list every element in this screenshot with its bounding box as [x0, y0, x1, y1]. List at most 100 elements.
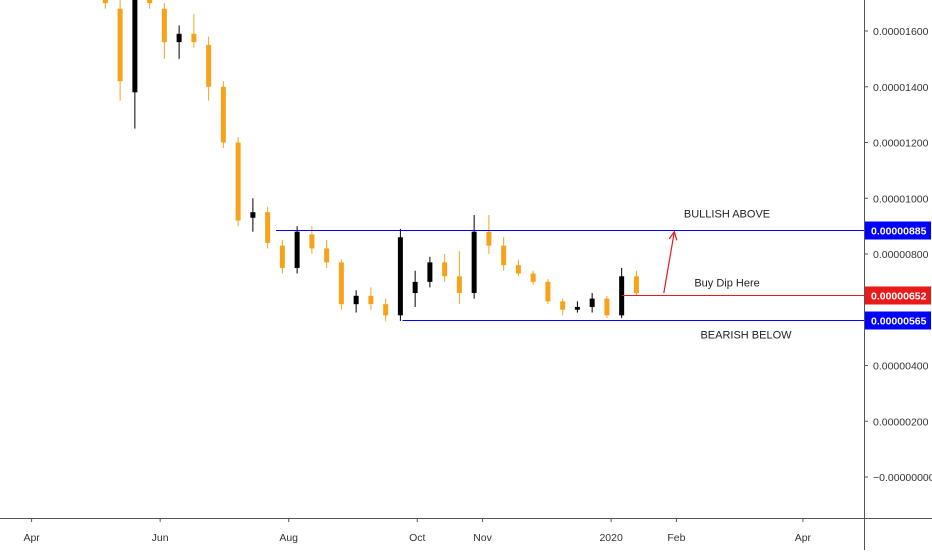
x-tick-label: Aug — [279, 532, 298, 544]
badge-value: 0.00000565 — [871, 316, 927, 328]
x-tick-label: Nov — [473, 532, 492, 544]
badge-background — [865, 221, 931, 240]
y-tick-label: 0.00000400 — [873, 361, 929, 373]
x-tick-label: Feb — [667, 532, 685, 544]
candle — [604, 295, 610, 319]
bearish-below-price-badge: 0.00000565 — [865, 311, 931, 330]
annotation-labels: BULLISH ABOVE BEARISH BELOW Buy Dip Here — [684, 209, 792, 342]
candle — [176, 25, 182, 59]
breakout-arrow-head — [668, 230, 678, 241]
candle — [206, 36, 212, 101]
candle-body — [309, 234, 315, 249]
candle — [589, 293, 595, 313]
y-tick-label: 0.00001400 — [873, 82, 929, 94]
candle — [220, 81, 226, 149]
candle-body — [515, 265, 521, 274]
candle — [265, 206, 271, 249]
candle — [250, 198, 256, 232]
bullish-above-label: BULLISH ABOVE — [684, 209, 770, 221]
y-tick-label: 0.00000200 — [873, 416, 929, 428]
y-tick-label: 0.00001600 — [873, 26, 929, 38]
candle-body — [250, 212, 256, 218]
breakout-arrow-shaft — [663, 231, 675, 294]
candle — [633, 270, 639, 296]
candle-body — [589, 298, 595, 307]
candle-body — [353, 295, 359, 305]
candle-body — [368, 295, 374, 305]
candle — [619, 267, 625, 319]
candle — [486, 214, 492, 254]
candle — [545, 279, 551, 305]
candle-body — [294, 231, 300, 268]
y-tick-label: −0.00000000 — [873, 472, 932, 484]
candlestick-series — [102, 0, 639, 321]
candle-body — [486, 231, 492, 246]
candle — [324, 240, 330, 268]
candle-body — [471, 231, 477, 294]
candle — [147, 0, 153, 9]
candle-body — [191, 33, 197, 43]
candle — [560, 298, 566, 316]
candle-body — [220, 86, 226, 143]
candle — [161, 3, 167, 59]
badge-background — [865, 311, 931, 330]
badge-background — [865, 286, 931, 305]
y-tick-label: 0.00000800 — [873, 249, 929, 261]
x-tick-label: Apr — [795, 532, 812, 544]
candle — [515, 259, 521, 277]
candle-body — [265, 212, 271, 243]
candle-body — [412, 281, 418, 294]
candle — [294, 226, 300, 274]
level-lines — [276, 230, 864, 321]
candle-body — [338, 262, 344, 305]
candle — [353, 290, 359, 313]
buy-dip-price-badge: 0.00000652 — [865, 286, 931, 305]
candle-body — [176, 33, 182, 43]
candle — [368, 287, 374, 310]
candle-body — [442, 262, 448, 277]
candle — [412, 270, 418, 307]
buy-dip-label: Buy Dip Here — [694, 278, 759, 290]
candle-body — [530, 273, 536, 282]
candle — [456, 251, 462, 305]
candle-body — [161, 8, 167, 43]
candle-body — [545, 281, 551, 302]
x-tick-label: Jun — [152, 532, 169, 544]
candle — [383, 298, 389, 321]
candle-body — [501, 245, 507, 266]
candle-body — [117, 8, 123, 82]
candle-body — [206, 44, 212, 87]
candle-body — [560, 301, 566, 310]
bullish-above-price-badge: 0.00000885 — [865, 221, 931, 240]
y-tick-label: 0.00001000 — [873, 193, 929, 205]
y-tick-label: 0.00001200 — [873, 138, 929, 150]
candle-body — [324, 248, 330, 263]
candle-body — [604, 298, 610, 316]
candle — [338, 259, 344, 310]
badge-value: 0.00000885 — [871, 226, 927, 238]
candle — [574, 301, 580, 313]
candle-body — [574, 306, 580, 310]
candle — [132, 0, 138, 129]
candle-body — [456, 276, 462, 294]
candle — [471, 214, 477, 299]
candle-body — [235, 142, 241, 221]
candle — [191, 14, 197, 48]
candle-body — [102, 0, 108, 4]
x-tick-label: Oct — [409, 532, 425, 544]
candle — [235, 136, 241, 227]
candle — [397, 228, 403, 321]
candle — [530, 270, 536, 285]
candle-body — [147, 0, 153, 4]
candle-body — [132, 0, 138, 93]
price-badges: 0.00000885 0.00000565 0.00000652 — [865, 221, 931, 330]
candle — [442, 254, 448, 282]
x-tick-label: Apr — [23, 532, 40, 544]
candle — [501, 237, 507, 271]
candle-body — [633, 276, 639, 294]
x-tick-label: 2020 — [599, 532, 623, 544]
bearish-below-label: BEARISH BELOW — [700, 330, 792, 342]
